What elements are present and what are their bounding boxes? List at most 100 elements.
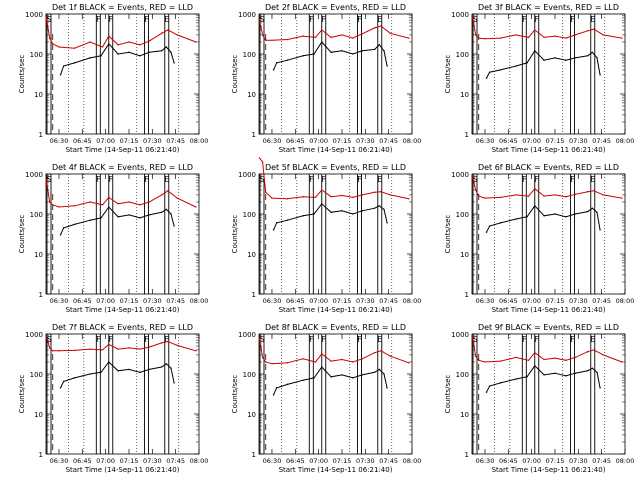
y-tick-label: 100 xyxy=(456,51,469,59)
y-tick-label: 100 xyxy=(243,211,256,219)
data-point xyxy=(321,366,323,368)
data-point xyxy=(302,379,304,381)
data-point xyxy=(258,337,261,339)
data-point xyxy=(321,41,323,43)
data-point xyxy=(148,201,150,203)
data-point xyxy=(160,211,163,214)
y-tick-label: 1 xyxy=(39,291,43,299)
data-point xyxy=(314,196,317,199)
data-point xyxy=(89,348,91,350)
data-point xyxy=(128,347,130,349)
y-tick-label: 10 xyxy=(247,91,256,99)
data-point xyxy=(73,377,76,379)
x-tick-label: 07:15 xyxy=(120,457,139,465)
data-point xyxy=(148,346,150,348)
flag-label: F xyxy=(570,15,575,24)
data-point xyxy=(593,190,595,192)
data-point xyxy=(302,215,304,217)
data-point xyxy=(117,44,119,46)
data-point xyxy=(139,44,141,46)
data-point xyxy=(73,62,76,64)
x-axis-label: Start Time (14-Sep-11 06:21:40) xyxy=(492,466,606,474)
x-tick-label: 07:30 xyxy=(143,457,162,465)
flag-label: F xyxy=(309,175,314,184)
data-point xyxy=(599,229,601,231)
data-point xyxy=(58,46,60,48)
flag-label: S xyxy=(472,175,477,184)
x-tick-label: 06:30 xyxy=(263,137,282,145)
x-tick-label: 07:30 xyxy=(356,457,375,465)
y-tick-label: 1000 xyxy=(238,331,256,339)
series-line-lld xyxy=(259,337,410,365)
x-tick-label: 08:00 xyxy=(616,297,635,305)
data-point xyxy=(176,34,178,36)
x-tick-label: 07:45 xyxy=(379,297,398,305)
data-point xyxy=(596,371,598,374)
data-point xyxy=(73,349,76,352)
data-point xyxy=(534,187,536,190)
data-point xyxy=(380,25,382,27)
data-point xyxy=(128,201,130,203)
data-point xyxy=(272,69,275,71)
data-point xyxy=(554,372,556,374)
data-point xyxy=(195,41,197,43)
x-tick-label: 06:45 xyxy=(73,137,92,145)
data-point xyxy=(313,377,315,379)
x-tick-label: 08:00 xyxy=(190,297,209,305)
data-point xyxy=(108,35,110,37)
data-point xyxy=(534,29,536,31)
plot-frame xyxy=(471,173,626,295)
data-point xyxy=(261,161,264,163)
data-point xyxy=(59,234,62,236)
x-tick-label: 06:45 xyxy=(499,297,518,305)
x-tick-label: 07:30 xyxy=(356,297,375,305)
flag-label: F xyxy=(309,15,314,24)
flag-label: E xyxy=(164,175,169,184)
chart-title: Det 2f BLACK = Events, RED = LLD xyxy=(265,3,406,12)
x-tick-label: 07:45 xyxy=(379,137,398,145)
data-point xyxy=(554,57,556,59)
data-point xyxy=(59,74,62,76)
data-point xyxy=(383,50,385,52)
data-point xyxy=(302,35,304,37)
data-point xyxy=(386,65,388,67)
data-point xyxy=(330,36,332,39)
data-point xyxy=(499,360,502,362)
x-tick-label: 07:00 xyxy=(96,457,115,465)
flag-label: E xyxy=(590,175,595,184)
data-point xyxy=(373,48,376,51)
x-tick-label: 07:00 xyxy=(522,137,541,145)
data-point xyxy=(176,344,178,347)
data-point xyxy=(621,361,623,363)
x-axis-label: Start Time (14-Sep-11 06:21:40) xyxy=(279,306,393,314)
data-point xyxy=(499,37,502,39)
data-point xyxy=(286,362,289,364)
data-point xyxy=(471,175,474,177)
flag-label: S xyxy=(46,335,51,344)
data-point xyxy=(173,225,175,227)
x-tick-label: 07:00 xyxy=(96,137,115,145)
data-point xyxy=(352,213,354,215)
chart-title: Det 8f BLACK = Events, RED = LLD xyxy=(265,323,406,332)
data-point xyxy=(527,36,530,39)
data-point xyxy=(89,41,91,43)
data-point xyxy=(602,34,604,36)
chart-panel: Det 3f BLACK = Events, RED = LLD 1 10 100 10… xyxy=(444,3,634,154)
data-point xyxy=(485,77,488,79)
data-point xyxy=(62,380,65,383)
chart-title: Det 4f BLACK = Events, RED = LLD xyxy=(52,163,193,172)
data-point xyxy=(160,366,163,368)
data-point xyxy=(591,51,594,54)
flag-label: F xyxy=(108,335,113,344)
data-point xyxy=(527,195,530,197)
y-axis-label: Counts/sec xyxy=(18,55,26,94)
data-point xyxy=(515,356,517,359)
y-tick-label: 1 xyxy=(465,291,469,299)
flag-label: F xyxy=(570,175,575,184)
data-point xyxy=(286,38,289,41)
flag-label: S xyxy=(259,335,264,344)
y-axis-label: Counts/sec xyxy=(231,375,239,414)
data-point xyxy=(173,62,175,64)
y-tick-label: 1 xyxy=(39,451,43,459)
x-axis-label: Start Time (14-Sep-11 06:21:40) xyxy=(66,306,180,314)
